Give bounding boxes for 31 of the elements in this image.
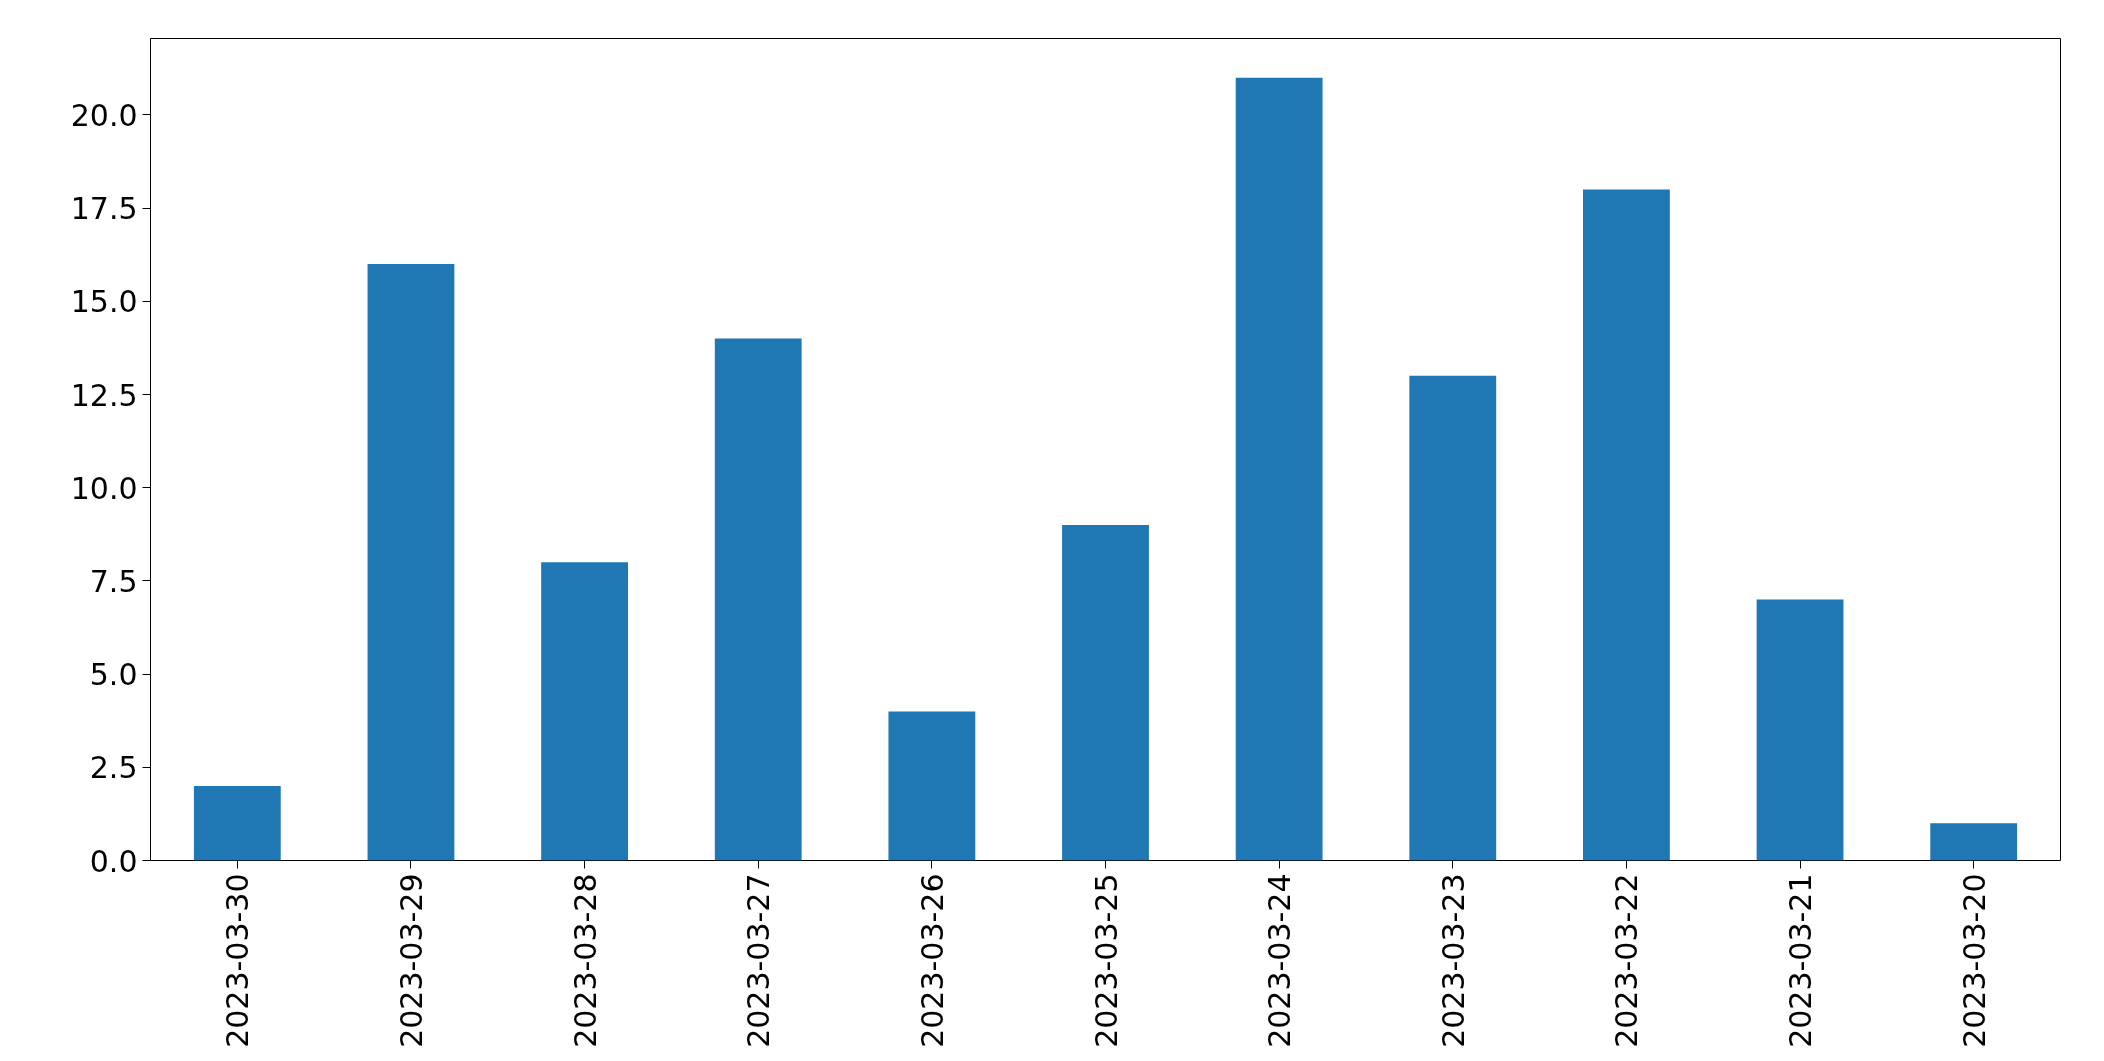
y-tick-label: 17.5 — [70, 191, 138, 227]
bar — [888, 711, 976, 861]
x-tick-label: 2023-03-30 — [220, 873, 256, 1048]
bar — [367, 264, 455, 861]
y-tick-label: 5.0 — [89, 657, 138, 693]
y-tick-label: 12.5 — [70, 377, 138, 413]
bar — [1235, 77, 1323, 861]
x-tick-label: 2023-03-28 — [567, 873, 603, 1048]
x-tick-label: 2023-03-26 — [914, 873, 950, 1048]
bar — [1409, 375, 1497, 861]
y-tick-label: 10.0 — [70, 470, 138, 506]
bar — [1756, 599, 1844, 861]
y-tick-label: 20.0 — [70, 97, 138, 133]
y-tick-label: 7.5 — [89, 563, 138, 599]
x-tick-label: 2023-03-20 — [1956, 873, 1992, 1048]
bar — [1062, 524, 1149, 861]
x-tick-label: 2023-03-27 — [741, 873, 777, 1048]
y-tick-label: 0.0 — [89, 843, 138, 879]
bar — [193, 785, 281, 861]
x-tick-label: 2023-03-25 — [1088, 873, 1124, 1048]
bar — [541, 562, 628, 861]
x-tick-label: 2023-03-29 — [393, 873, 429, 1048]
x-tick-label: 2023-03-21 — [1783, 873, 1819, 1048]
x-tick-label: 2023-03-24 — [1262, 873, 1298, 1048]
bar — [1583, 189, 1670, 861]
x-tick-label: 2023-03-23 — [1435, 873, 1471, 1048]
bar — [1930, 823, 2018, 861]
y-tick-label: 15.0 — [70, 284, 138, 320]
bar — [714, 338, 802, 861]
y-tick-label: 2.5 — [89, 750, 138, 786]
x-tick-label: 2023-03-22 — [1609, 873, 1645, 1048]
